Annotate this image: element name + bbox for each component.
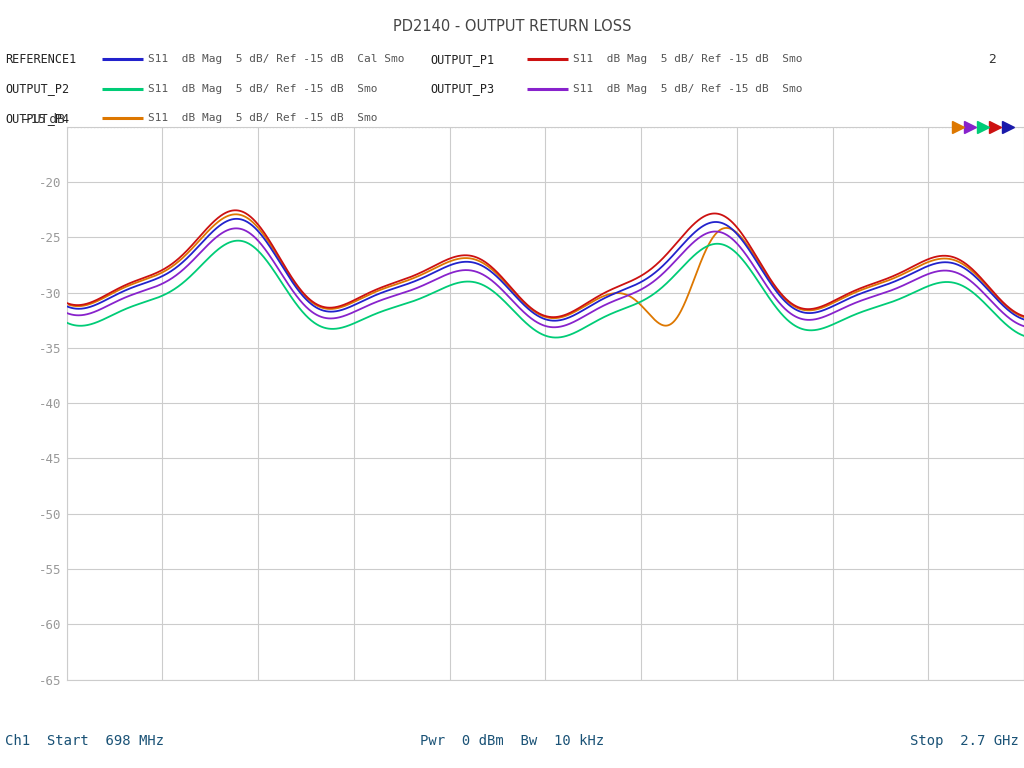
Text: Pwr  0 dBm  Bw  10 kHz: Pwr 0 dBm Bw 10 kHz <box>420 733 604 747</box>
Text: S11  dB Mag  5 dB/ Ref -15 dB  Smo: S11 dB Mag 5 dB/ Ref -15 dB Smo <box>573 84 803 94</box>
Text: Ch1  Start  698 MHz: Ch1 Start 698 MHz <box>5 733 164 747</box>
Text: 2: 2 <box>988 53 996 65</box>
Text: S11  dB Mag  5 dB/ Ref -15 dB  Smo: S11 dB Mag 5 dB/ Ref -15 dB Smo <box>148 84 378 94</box>
Text: OUTPUT_P4: OUTPUT_P4 <box>5 112 70 124</box>
Text: S11  dB Mag  5 dB/ Ref -15 dB  Cal Smo: S11 dB Mag 5 dB/ Ref -15 dB Cal Smo <box>148 54 404 65</box>
Text: PD2140 - OUTPUT RETURN LOSS: PD2140 - OUTPUT RETURN LOSS <box>393 19 631 35</box>
Text: REFERENCE1: REFERENCE1 <box>5 53 77 65</box>
Text: OUTPUT_P1: OUTPUT_P1 <box>430 53 495 65</box>
Text: OUTPUT_P3: OUTPUT_P3 <box>430 82 495 95</box>
Text: Stop  2.7 GHz: Stop 2.7 GHz <box>910 733 1019 747</box>
Text: OUTPUT_P2: OUTPUT_P2 <box>5 82 70 95</box>
Text: −15 dB: −15 dB <box>20 113 65 126</box>
Text: S11  dB Mag  5 dB/ Ref -15 dB  Smo: S11 dB Mag 5 dB/ Ref -15 dB Smo <box>148 113 378 124</box>
Text: S11  dB Mag  5 dB/ Ref -15 dB  Smo: S11 dB Mag 5 dB/ Ref -15 dB Smo <box>573 54 803 65</box>
